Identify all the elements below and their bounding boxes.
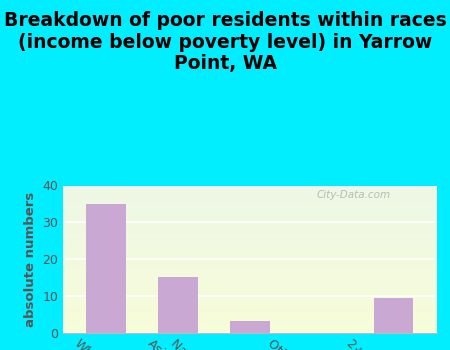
Text: Breakdown of poor residents within races
(income below poverty level) in Yarrow
: Breakdown of poor residents within races…: [4, 10, 446, 74]
Bar: [86, 204, 126, 332]
Text: City-Data.com: City-Data.com: [317, 190, 391, 200]
Bar: [158, 277, 198, 332]
Bar: [374, 298, 413, 332]
Bar: [230, 321, 270, 332]
Y-axis label: absolute numbers: absolute numbers: [24, 191, 37, 327]
